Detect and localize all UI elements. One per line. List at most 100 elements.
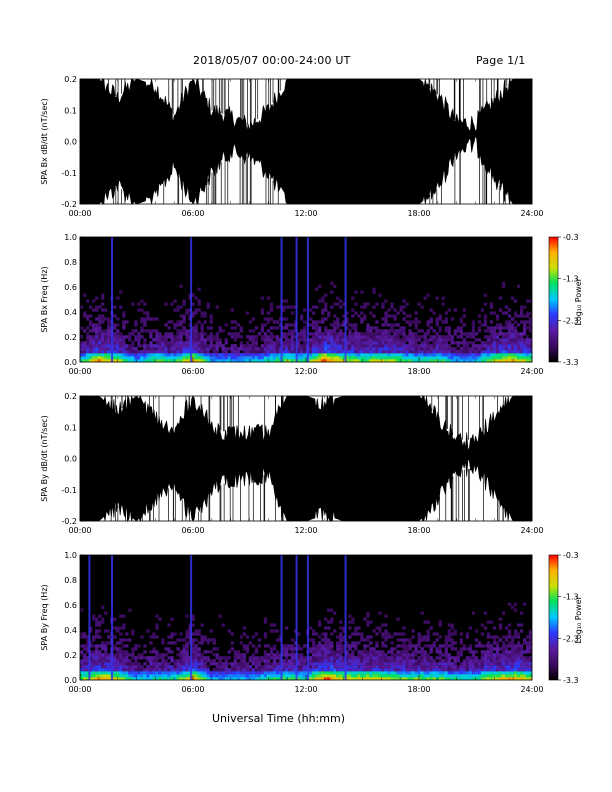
spectrogram-cell — [456, 665, 460, 669]
spectrogram-cell — [116, 647, 120, 651]
spectrogram-cell — [89, 674, 93, 678]
spectrogram-cell — [330, 341, 334, 345]
spectrogram-cell — [287, 677, 292, 681]
spectrogram-cell — [125, 659, 129, 663]
spectrogram-cell — [372, 335, 376, 339]
spectrogram-cell — [83, 653, 87, 657]
spectrogram-cell — [248, 677, 253, 681]
spectrogram-cell — [176, 320, 180, 324]
spectrogram-cell — [173, 659, 177, 663]
spectrogram-cell — [83, 356, 87, 360]
spectrogram-cell — [134, 329, 138, 333]
spectrogram-cell — [158, 332, 162, 336]
spectrogram-cell — [396, 674, 400, 678]
spectrogram-cell — [182, 638, 186, 642]
spectrogram-cell — [501, 350, 506, 354]
spectrogram-cell — [447, 623, 451, 627]
spectrogram-cell — [125, 656, 129, 660]
spectrogram-cell — [339, 674, 343, 678]
spectrogram-cell — [486, 647, 491, 651]
spectrogram-cell — [224, 350, 228, 354]
spectrogram-cell — [194, 653, 198, 657]
spectrogram-cell — [89, 650, 93, 654]
spectrogram-cell — [218, 341, 222, 345]
spectrogram-cell — [242, 644, 247, 648]
spectrogram-cell — [402, 341, 406, 345]
spectrogram-cell — [194, 629, 198, 633]
spectrogram-cell — [318, 284, 322, 288]
spectrogram-cell — [80, 608, 84, 612]
spectrogram-cell — [224, 353, 228, 357]
spectrogram-cell — [155, 662, 159, 666]
spectrogram-cell — [89, 656, 93, 660]
spectrogram-cell — [86, 644, 90, 648]
spectrogram-cell — [122, 311, 126, 315]
spectrogram-cell — [369, 674, 373, 678]
spectrogram-cell — [173, 662, 177, 666]
spectrogram-cell — [333, 338, 337, 342]
spectrogram-cell — [242, 665, 247, 669]
spectrogram-cell — [296, 653, 301, 657]
spectrogram-cell — [399, 308, 403, 312]
spectrogram-cell — [519, 314, 524, 318]
spectrogram-cell — [384, 653, 388, 657]
spectrogram-cell — [98, 620, 102, 624]
spectrogram-cell — [327, 341, 331, 345]
spectrogram-cell — [212, 677, 216, 681]
spectrogram-cell — [98, 644, 102, 648]
spectrogram-cell — [369, 665, 373, 669]
spectrogram-cell — [450, 644, 454, 648]
spectrogram-cell — [483, 347, 488, 351]
spectrogram-cell — [408, 656, 412, 660]
spectrogram-cell — [489, 653, 494, 657]
spectrogram-cell — [498, 668, 503, 672]
spectrogram-cell — [378, 611, 382, 615]
spectrogram-cell — [245, 344, 250, 348]
spectrogram-cell — [158, 338, 162, 342]
spectrogram-cell — [287, 347, 292, 351]
spectrogram-cell — [429, 317, 433, 321]
spectrogram-cell — [342, 347, 346, 351]
spectrogram-cell — [441, 338, 445, 342]
spectrogram-cell — [360, 656, 364, 660]
spectrogram-cell — [152, 659, 156, 663]
spectrogram-cell — [221, 656, 225, 660]
spectrogram-cell — [390, 635, 394, 639]
spectrogram-cell — [414, 350, 418, 354]
spectrogram-cell — [339, 632, 343, 636]
spectrogram-cell — [134, 662, 138, 666]
spectrogram-cell — [366, 668, 370, 672]
spectrogram-cell — [486, 635, 491, 639]
spectrogram-cell — [236, 677, 240, 681]
spectrogram-cell — [504, 659, 509, 663]
spectrogram-cell — [143, 338, 147, 342]
spectrogram-cell — [312, 323, 316, 327]
spectrogram-cell — [504, 671, 509, 675]
spectrogram-cell — [173, 674, 177, 678]
spectrogram-cell — [390, 674, 394, 678]
spectrogram-cell — [363, 338, 367, 342]
spectrogram-cell — [101, 674, 105, 678]
spectrogram-cell — [191, 302, 195, 306]
spectrogram-cell — [405, 359, 409, 363]
spectrogram-cell — [486, 659, 491, 663]
spectrogram-cell — [330, 353, 334, 357]
spectrogram-cell — [432, 350, 436, 354]
spectrogram-cell — [393, 674, 397, 678]
spectrogram-cell — [197, 674, 201, 678]
spectrogram-cell — [185, 635, 189, 639]
y-tick-label: -0.2 — [61, 517, 77, 526]
spectrogram-cell — [296, 332, 301, 336]
spectrogram-cell — [360, 671, 364, 675]
spectrogram-cell — [284, 644, 289, 648]
spectrogram-cell — [194, 659, 198, 663]
spectrogram-cell — [471, 611, 476, 615]
spectrogram-cell — [468, 335, 473, 339]
spectrogram-cell — [498, 341, 503, 345]
spectrogram-cell — [131, 347, 135, 351]
spectrogram-cell — [414, 647, 418, 651]
spectrogram-cell — [101, 341, 105, 345]
spectrogram-cell — [471, 650, 476, 654]
spectrogram-event-line — [344, 237, 347, 362]
spectrogram-cell — [477, 329, 482, 333]
